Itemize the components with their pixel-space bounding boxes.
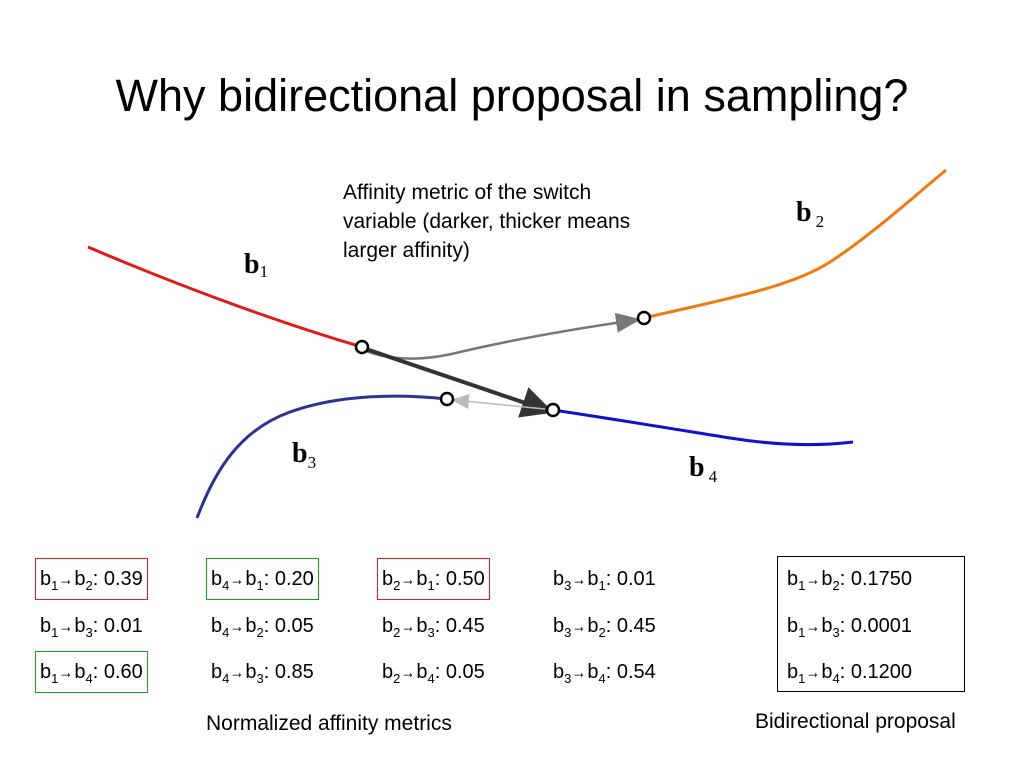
bidir-metric-1: b1→b3: 0.0001 <box>787 615 913 640</box>
metric-col1-1: b1→b3: 0.01 <box>40 615 143 640</box>
endpoint-b1 <box>354 339 370 355</box>
arrow-icon: → <box>59 662 74 682</box>
metric-col1-0: b1→b2: 0.39 <box>35 558 148 600</box>
b3-curve <box>195 394 448 519</box>
endpoint-b4 <box>545 402 561 418</box>
b1-curve <box>87 245 363 349</box>
metric-col2-1: b4→b2: 0.05 <box>211 615 314 640</box>
metric-col4-1: b3→b2: 0.45 <box>553 615 656 640</box>
bidir-metric-0: b1→b2: 0.1750 <box>787 568 913 593</box>
arrow-icon: → <box>806 616 821 636</box>
arrow-b1-to-b4 <box>365 347 554 418</box>
arrow-icon: → <box>572 662 587 682</box>
endpoint-b3 <box>439 391 455 407</box>
label-b1: b1 <box>244 249 268 281</box>
arrow-icon: → <box>230 662 245 682</box>
metric-col4-2: b3→b4: 0.54 <box>553 661 656 686</box>
affinity-note: Affinity metric of the switch variable (… <box>343 181 631 262</box>
metric-col2-0: b4→b1: 0.20 <box>206 558 319 600</box>
arrow-icon: → <box>59 616 74 636</box>
arrow-icon: → <box>572 569 587 589</box>
label-b3: b3 <box>292 438 316 472</box>
endpoint-b2 <box>636 310 652 326</box>
arrow-icon: → <box>230 569 245 589</box>
metric-col3-1: b2→b3: 0.45 <box>382 615 485 640</box>
metric-col3-2: b2→b4: 0.05 <box>382 661 485 686</box>
arrow-icon: → <box>59 569 74 589</box>
arrow-icon: → <box>401 662 416 682</box>
metric-col1-2: b1→b4: 0.60 <box>35 651 148 693</box>
arrow-icon: → <box>806 569 821 589</box>
slide-title: Why bidirectional proposal in sampling? <box>115 70 909 121</box>
arrow-icon: → <box>572 616 587 636</box>
metric-col2-2: b4→b3: 0.85 <box>211 661 314 686</box>
b4-curve <box>552 408 854 447</box>
arrow-b4-to-b3 <box>451 394 546 410</box>
arrow-icon: → <box>401 569 416 589</box>
arrow-icon: → <box>230 616 245 636</box>
caption-bidirectional: Bidirectional proposal <box>755 710 956 733</box>
caption-normalized: Normalized affinity metrics <box>206 712 452 735</box>
b2-curve <box>643 168 947 320</box>
metric-col4-0: b3→b1: 0.01 <box>553 568 656 593</box>
arrow-icon: → <box>401 616 416 636</box>
metric-col3-0: b2→b1: 0.50 <box>377 558 490 600</box>
bidir-metric-2: b1→b4: 0.1200 <box>787 661 913 686</box>
bidirectional-proposal-box <box>777 556 965 692</box>
arrow-b1-to-b2 <box>365 312 641 360</box>
arrow-icon: → <box>806 662 821 682</box>
